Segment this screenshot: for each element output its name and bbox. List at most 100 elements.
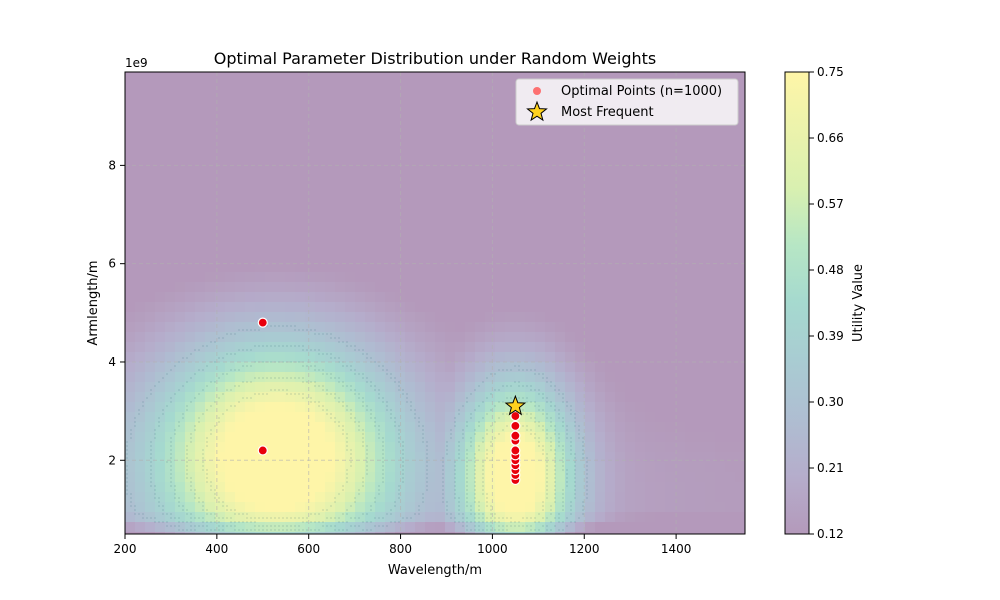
contour-segment — [174, 429, 176, 431]
heatmap-cell — [345, 492, 356, 503]
heatmap-cell — [515, 362, 526, 373]
heatmap-cell — [585, 192, 596, 203]
heatmap-cell — [415, 82, 426, 93]
heatmap-cell — [135, 192, 146, 203]
heatmap-cell — [505, 112, 516, 123]
heatmap-cell — [285, 512, 296, 523]
heatmap-cell — [505, 452, 516, 463]
heatmap-cell — [715, 532, 726, 534]
contour-segment — [362, 529, 364, 531]
heatmap-cell — [475, 452, 486, 463]
contour-segment — [546, 517, 548, 519]
contour-segment — [366, 457, 368, 459]
contour-segment — [186, 357, 188, 359]
heatmap-cell — [305, 362, 316, 373]
contour-segment — [462, 405, 464, 407]
heatmap-cell — [715, 232, 726, 243]
contour-segment — [370, 521, 372, 523]
heatmap-cell — [225, 82, 236, 93]
heatmap-cell — [185, 402, 196, 413]
heatmap-cell — [385, 472, 396, 483]
contour-segment — [358, 349, 360, 351]
heatmap-cell — [205, 202, 216, 213]
contour-segment — [542, 393, 544, 395]
heatmap-cell — [595, 272, 606, 283]
contour-segment — [378, 517, 380, 519]
contour-segment — [162, 521, 164, 523]
heatmap-cell — [625, 322, 636, 333]
heatmap-cell — [395, 282, 406, 293]
heatmap-cell — [625, 142, 636, 153]
heatmap-cell — [585, 172, 596, 183]
heatmap-cell — [275, 302, 286, 313]
heatmap-cell — [685, 372, 696, 383]
y-tick-label: 6 — [108, 257, 116, 271]
heatmap-cell — [145, 522, 156, 533]
contour-segment — [170, 449, 172, 451]
heatmap-cell — [725, 212, 736, 223]
heatmap-cell — [445, 302, 456, 313]
heatmap-cell — [365, 482, 376, 493]
contour-segment — [582, 457, 584, 459]
heatmap-cell — [505, 152, 516, 163]
contour-segment — [238, 369, 240, 371]
heatmap-cell — [435, 232, 446, 243]
contour-segment — [214, 529, 216, 531]
heatmap-cell — [445, 102, 456, 113]
heatmap-cell — [555, 162, 566, 173]
contour-segment — [130, 493, 132, 495]
contour-segment — [574, 485, 576, 487]
heatmap-cell — [145, 392, 156, 403]
heatmap-cell — [155, 412, 166, 423]
heatmap-cell — [585, 492, 596, 503]
heatmap-cell — [325, 132, 336, 143]
contour-segment — [530, 433, 532, 435]
heatmap-cell — [465, 212, 476, 223]
heatmap-cell — [295, 92, 306, 103]
heatmap-cell — [185, 342, 196, 353]
heatmap-cell — [235, 352, 246, 363]
contour-segment — [578, 429, 580, 431]
heatmap-cell — [595, 502, 606, 513]
heatmap-cell — [185, 152, 196, 163]
contour-segment — [150, 393, 152, 395]
contour-segment — [474, 453, 476, 455]
heatmap-cell — [235, 422, 246, 433]
heatmap-cell — [535, 532, 546, 534]
heatmap-cell — [385, 362, 396, 373]
contour-segment — [506, 525, 508, 527]
heatmap-cell — [205, 72, 216, 83]
heatmap-cell — [275, 452, 286, 463]
heatmap-cell — [455, 82, 466, 93]
heatmap-cell — [165, 202, 176, 213]
heatmap-cell — [505, 72, 516, 83]
heatmap-cell — [335, 222, 346, 233]
heatmap-cell — [385, 82, 396, 93]
heatmap-cell — [245, 362, 256, 373]
heatmap-cell — [365, 122, 376, 133]
heatmap-cell — [515, 522, 526, 533]
heatmap-cell — [565, 332, 576, 343]
heatmap-cell — [405, 412, 416, 423]
heatmap-cell — [435, 242, 446, 253]
heatmap-cell — [425, 312, 436, 323]
contour-segment — [178, 361, 180, 363]
heatmap-cell — [305, 392, 316, 403]
heatmap-cell — [685, 172, 696, 183]
contour-segment — [234, 509, 236, 511]
heatmap-cell — [205, 82, 216, 93]
heatmap-cell — [415, 352, 426, 363]
heatmap-cell — [715, 182, 726, 193]
contour-segment — [262, 525, 264, 527]
heatmap-cell — [475, 402, 486, 413]
heatmap-cell — [475, 482, 486, 493]
heatmap-cell — [715, 72, 726, 83]
heatmap-cell — [725, 482, 736, 493]
contour-segment — [322, 521, 324, 523]
contour-segment — [334, 529, 336, 531]
contour-segment — [194, 397, 196, 399]
heatmap-cell — [405, 522, 416, 533]
contour-segment — [482, 469, 484, 471]
heatmap-cell — [295, 112, 306, 123]
contour-segment — [490, 441, 492, 443]
